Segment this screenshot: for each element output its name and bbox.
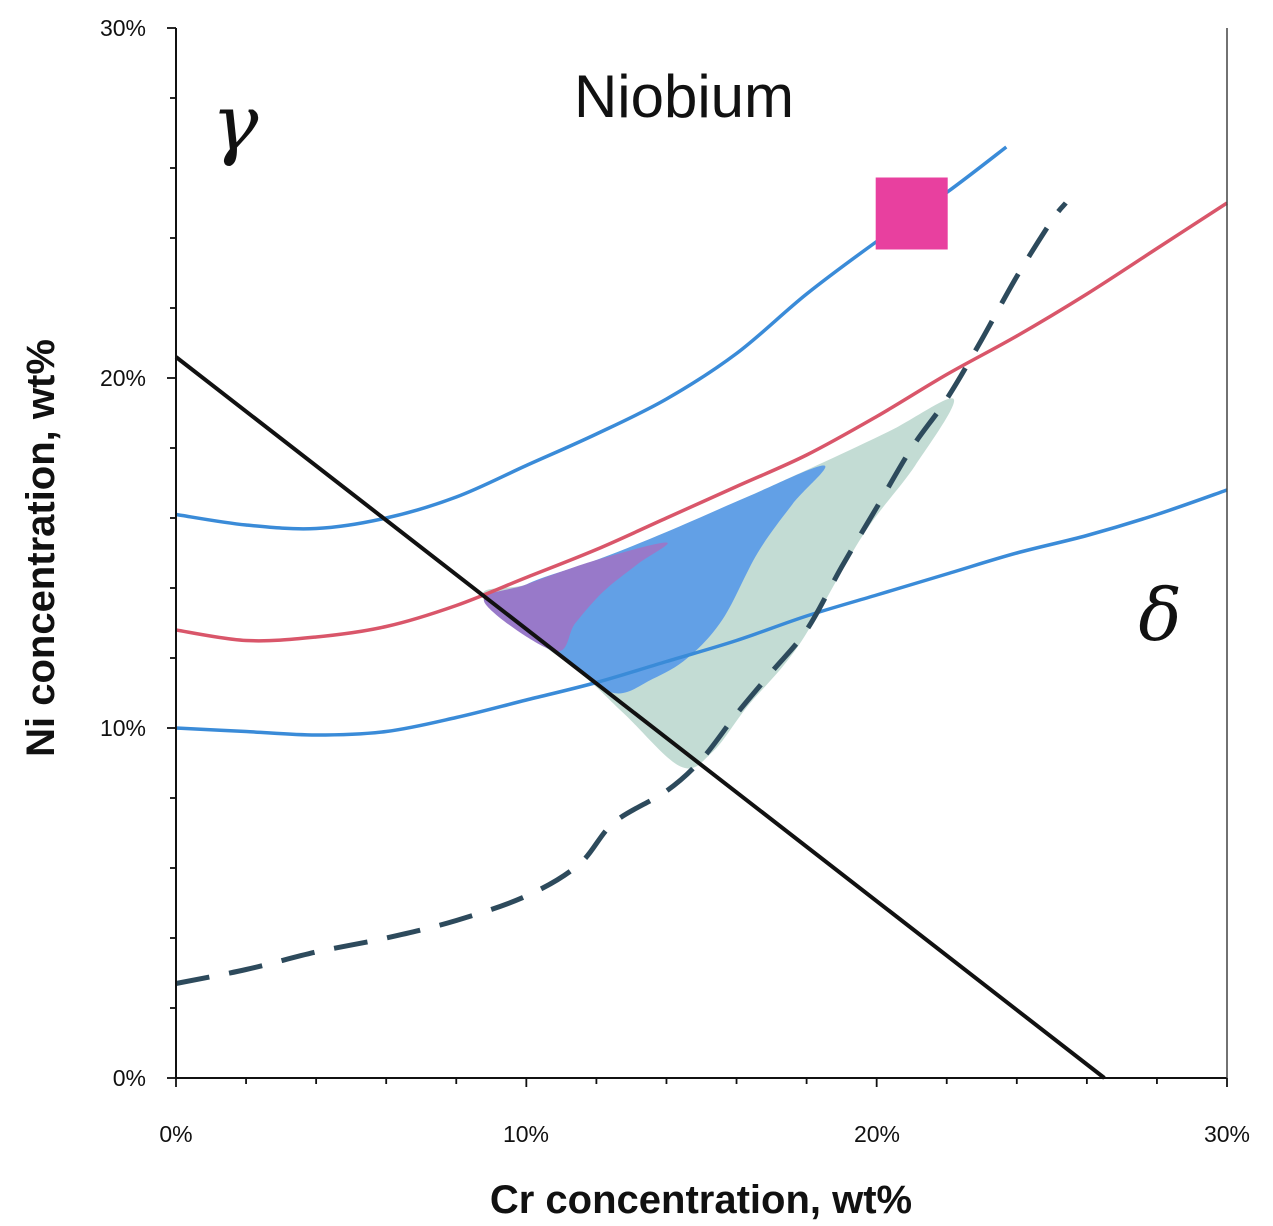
blue-curve-2 xyxy=(175,488,1228,737)
x-tick-label: 0% xyxy=(159,1121,192,1147)
y-axis-title: Ni concentration, wt% xyxy=(19,339,63,757)
axis-ticks xyxy=(167,27,1228,1087)
phase-regions xyxy=(482,398,955,769)
y-tick-label: 10% xyxy=(100,715,146,741)
x-tick-labels: 0% 10% 20% 30% xyxy=(159,1121,1250,1147)
series-lines xyxy=(174,145,1228,1080)
y-tick-label: 30% xyxy=(100,15,146,41)
x-tick-label: 30% xyxy=(1204,1121,1250,1147)
chart-title: Niobium xyxy=(574,63,794,130)
y-tick-label: 20% xyxy=(100,365,146,391)
black-line-3 xyxy=(174,355,1106,1080)
delta-label: δ xyxy=(1138,573,1181,657)
x-tick-label: 10% xyxy=(503,1121,549,1147)
x-tick-label: 20% xyxy=(854,1121,900,1147)
y-tick-label: 0% xyxy=(113,1065,146,1091)
red-curve-1 xyxy=(175,201,1228,643)
region-fill-blue xyxy=(500,465,826,694)
gamma-label: γ xyxy=(212,79,259,169)
square-marker xyxy=(875,177,948,250)
region-fill-purple xyxy=(483,542,668,652)
dashed-curve-4 xyxy=(175,201,1068,986)
y-tick-labels: 0% 10% 20% 30% xyxy=(100,15,146,1091)
x-axis-title: Cr concentration, wt% xyxy=(490,1178,912,1222)
